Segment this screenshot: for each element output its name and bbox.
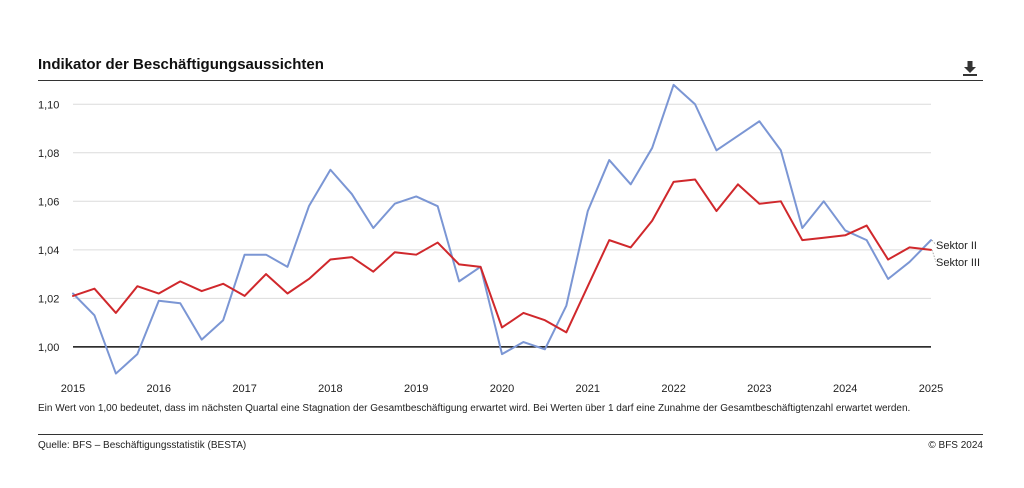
y-tick-label: 1,02	[38, 293, 59, 305]
x-tick-label: 2025	[919, 383, 943, 395]
x-tick-label: 2021	[576, 383, 600, 395]
legend: Sektor II Sektor III	[931, 239, 980, 269]
source-text: Quelle: BFS – Beschäftigungsstatistik (B…	[38, 440, 247, 451]
x-axis-ticks: 2015 2016 2017 2018 2019 2020 2021 2022 2023 2024…	[61, 383, 943, 395]
legend-label: Sektor II	[936, 240, 977, 252]
copyright-text: © BFS 2024	[928, 440, 983, 451]
chart-note: Ein Wert von 1,00 bedeutet, dass im näch…	[38, 403, 911, 414]
x-tick-label: 2016	[147, 383, 171, 395]
x-tick-label: 2017	[232, 383, 256, 395]
y-tick-label: 1,04	[38, 245, 59, 257]
download-button[interactable]	[960, 58, 980, 78]
x-tick-label: 2022	[661, 383, 685, 395]
legend-connector	[931, 249, 937, 263]
y-tick-label: 1,08	[38, 148, 59, 160]
y-tick-label: 1,00	[38, 342, 59, 354]
x-tick-label: 2019	[404, 383, 428, 395]
y-axis-ticks: 1,00 1,02 1,04 1,06 1,08 1,10	[38, 99, 59, 354]
series-line-1	[72, 83, 932, 375]
series-lines	[72, 83, 932, 375]
legend-label: Sektor III	[936, 257, 980, 269]
download-icon	[963, 61, 977, 76]
series-line-2	[72, 178, 932, 334]
x-tick-label: 2018	[318, 383, 342, 395]
footer-divider	[38, 434, 983, 435]
y-tick-label: 1,10	[38, 99, 59, 111]
x-tick-label: 2023	[747, 383, 771, 395]
grid-lines	[73, 103, 931, 299]
header-divider	[38, 80, 983, 81]
x-tick-label: 2024	[833, 383, 857, 395]
line-chart: 1,001,021,041,061,081,10 2015 2016 2017 201…	[38, 83, 980, 395]
x-tick-label: 2015	[61, 383, 85, 395]
x-tick-label: 2020	[490, 383, 514, 395]
y-tick-label: 1,06	[38, 196, 59, 208]
legend-connector	[931, 239, 937, 246]
page-title: Indikator der Beschäftigungsaussichten	[38, 56, 324, 73]
